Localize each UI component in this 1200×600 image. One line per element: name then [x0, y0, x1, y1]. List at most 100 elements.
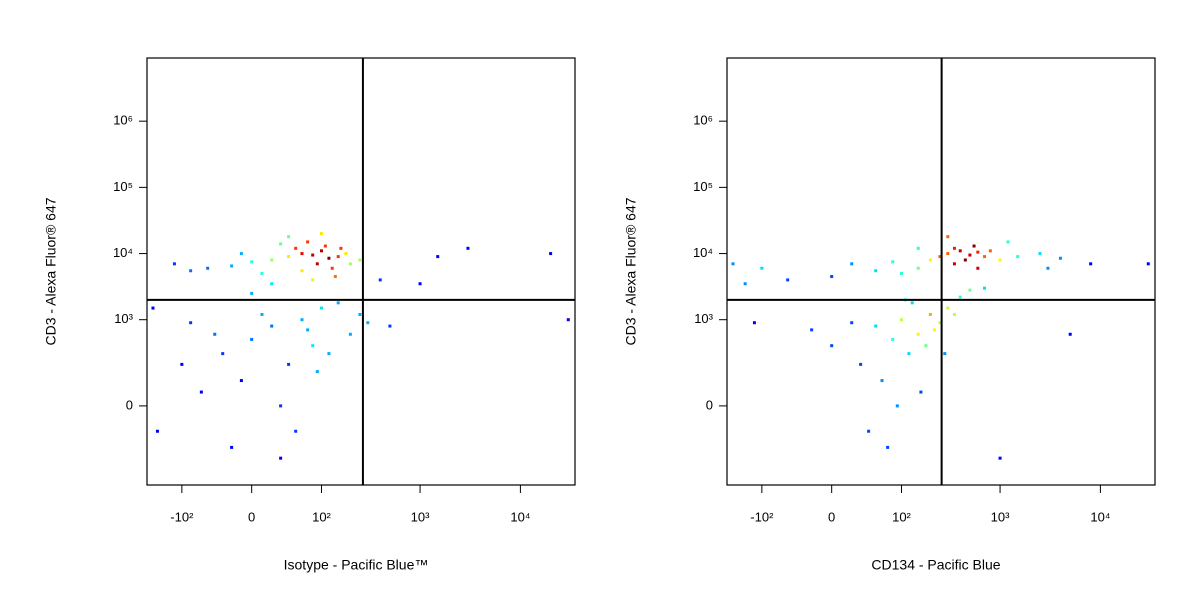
- x-tick-label: -10²: [750, 509, 774, 524]
- plot-frame: [146, 57, 576, 486]
- y-tick-label: 0: [126, 397, 133, 412]
- y-tick-label: 10³: [114, 311, 133, 326]
- event-dot: [466, 246, 470, 250]
- event-dot: [916, 332, 920, 336]
- x-tick-label: 0: [828, 509, 835, 524]
- event-dot: [983, 286, 987, 290]
- event-dot: [418, 282, 422, 286]
- event-dot: [900, 318, 904, 322]
- y-tick-label: 10⁴: [113, 245, 133, 260]
- event-dot: [919, 390, 923, 394]
- event-dot: [886, 445, 890, 449]
- event-dot: [932, 328, 936, 332]
- y-tick-label: 0: [706, 397, 713, 412]
- event-dot: [952, 312, 956, 316]
- event-dot: [294, 246, 298, 250]
- event-dot: [260, 271, 264, 275]
- x-axis-title: CD134 - Pacific Blue: [871, 557, 1000, 573]
- x-tick-label: 10⁴: [510, 509, 530, 524]
- event-dot: [958, 249, 962, 253]
- event-dot: [1046, 266, 1050, 270]
- event-dot: [336, 255, 340, 259]
- x-tick-label: 0: [248, 509, 255, 524]
- event-dot: [1058, 256, 1062, 260]
- event-dot: [323, 244, 327, 248]
- event-dot: [250, 337, 254, 341]
- y-tick-label: 10⁵: [693, 179, 713, 194]
- event-dot: [279, 456, 283, 460]
- event-dot: [230, 264, 234, 268]
- event-dot: [339, 246, 343, 250]
- event-dot: [336, 301, 340, 305]
- event-dot: [976, 266, 980, 270]
- event-dot: [1006, 240, 1010, 244]
- event-dot: [306, 328, 310, 332]
- event-dot: [300, 252, 304, 256]
- event-dot: [859, 362, 863, 366]
- event-dot: [743, 282, 747, 286]
- event-dot: [315, 370, 319, 374]
- event-dot: [300, 269, 304, 273]
- event-dot: [976, 250, 980, 254]
- event-dot: [1089, 262, 1093, 266]
- x-tick-label: 10³: [991, 509, 1010, 524]
- event-dot: [250, 260, 254, 264]
- event-dot: [300, 318, 304, 322]
- event-dot: [968, 288, 972, 292]
- event-dot: [760, 266, 764, 270]
- x-tick-label: 10³: [411, 509, 430, 524]
- event-dot: [199, 390, 203, 394]
- event-dot: [916, 246, 920, 250]
- event-dot: [900, 271, 904, 275]
- event-dot: [311, 278, 315, 282]
- event-dot: [972, 244, 976, 248]
- event-dot: [830, 275, 834, 279]
- event-dot: [260, 312, 264, 316]
- event-dot: [786, 278, 790, 282]
- event-dot: [946, 306, 950, 310]
- event-dot: [366, 321, 370, 325]
- event-dot: [1068, 332, 1072, 336]
- event-dot: [983, 255, 987, 259]
- event-dot: [998, 258, 1002, 262]
- event-dot: [928, 312, 932, 316]
- event-dot: [151, 306, 155, 310]
- event-dot: [348, 262, 352, 266]
- event-dot: [895, 404, 899, 408]
- x-tick-label: 10⁴: [1090, 509, 1110, 524]
- event-dot: [327, 352, 331, 356]
- event-dot: [213, 332, 217, 336]
- event-dot: [549, 252, 553, 256]
- event-dot: [330, 266, 334, 270]
- event-dot: [311, 344, 315, 348]
- y-tick-label: 10⁵: [113, 179, 133, 194]
- event-dot: [830, 344, 834, 348]
- event-dot: [958, 295, 962, 299]
- event-dot: [279, 404, 283, 408]
- event-dot: [752, 321, 756, 325]
- event-dot: [946, 252, 950, 256]
- event-dot: [172, 262, 176, 266]
- event-dot: [867, 429, 871, 433]
- event-dot: [916, 266, 920, 270]
- event-dot: [287, 235, 291, 239]
- event-dot: [348, 332, 352, 336]
- event-dot: [988, 249, 992, 253]
- event-dot: [952, 262, 956, 266]
- event-dot: [250, 291, 254, 295]
- event-dot: [891, 337, 895, 341]
- event-dot: [952, 246, 956, 250]
- event-dot: [279, 242, 283, 246]
- y-tick-label: 10³: [694, 311, 713, 326]
- event-dot: [358, 258, 362, 262]
- event-dot: [1038, 252, 1042, 256]
- y-tick-label: 10⁴: [693, 245, 713, 260]
- event-dot: [239, 252, 243, 256]
- event-dot: [731, 262, 735, 266]
- y-axis-title: CD3 - Alexa Fluor® 647: [43, 197, 59, 345]
- y-axis-title: CD3 - Alexa Fluor® 647: [623, 197, 639, 345]
- x-tick-label: -10²: [170, 509, 194, 524]
- x-axis-title: Isotype - Pacific Blue™: [284, 557, 429, 573]
- event-dot: [938, 321, 942, 325]
